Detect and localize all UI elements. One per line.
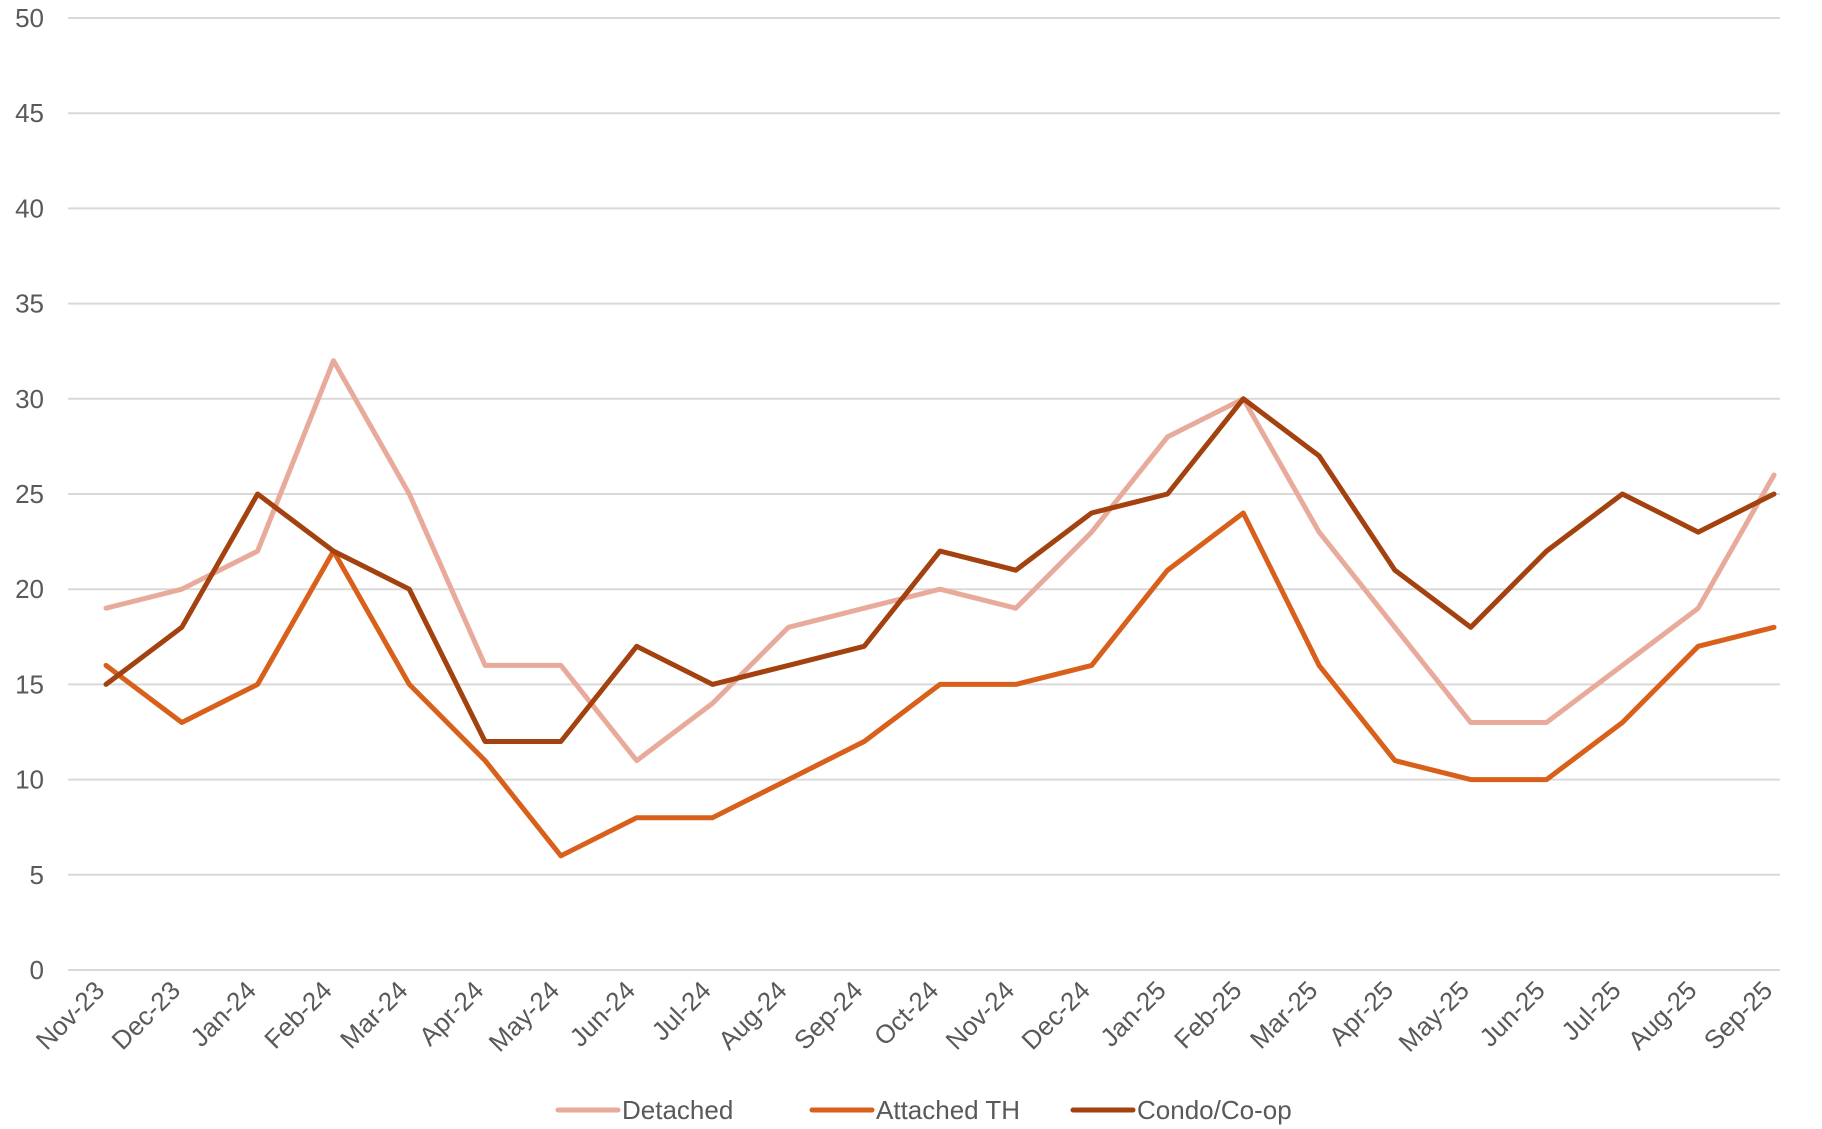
- y-tick-label: 10: [15, 765, 44, 795]
- legend-item: Attached TH: [809, 1095, 1020, 1125]
- x-tick-label: Apr-25: [1323, 975, 1399, 1051]
- x-tick-label: Mar-24: [334, 975, 413, 1054]
- y-tick-label: 45: [15, 98, 44, 128]
- y-tick-label: 30: [15, 384, 44, 414]
- legend-item: Detached: [555, 1095, 733, 1125]
- legend: Detached Attached TH Condo/Co-op: [555, 1095, 1292, 1125]
- x-tick-label: Apr-24: [413, 975, 489, 1051]
- y-axis-ticks: 0 5 10 15 20 25 30 35 40 45 50: [15, 3, 44, 985]
- y-tick-label: 20: [15, 574, 44, 604]
- y-tick-label: 40: [15, 193, 44, 223]
- y-tick-label: 5: [30, 860, 44, 890]
- x-tick-label: Feb-24: [258, 975, 337, 1054]
- series-lines: [103, 358, 1777, 859]
- x-tick-label: Aug-25: [1622, 975, 1702, 1055]
- x-tick-label: Aug-24: [712, 975, 792, 1055]
- y-tick-label: 25: [15, 479, 44, 509]
- y-tick-label: 50: [15, 3, 44, 33]
- legend-item: Condo/Co-op: [1070, 1095, 1292, 1125]
- x-tick-label: Jan-25: [1094, 975, 1171, 1052]
- x-tick-label: Nov-24: [940, 975, 1020, 1055]
- x-tick-label: Jan-24: [184, 975, 261, 1052]
- legend-label: Detached: [622, 1095, 733, 1125]
- x-tick-label: Dec-23: [106, 975, 186, 1055]
- x-tick-label: Jul-25: [1555, 975, 1626, 1046]
- y-tick-label: 0: [30, 955, 44, 985]
- x-tick-label: Feb-25: [1168, 975, 1247, 1054]
- legend-label: Condo/Co-op: [1137, 1095, 1292, 1125]
- x-tick-label: May-24: [483, 975, 566, 1058]
- x-tick-label: Dec-24: [1015, 975, 1095, 1055]
- series-line-condo-co-op: [103, 396, 1777, 744]
- x-tick-label: Mar-25: [1244, 975, 1323, 1054]
- legend-label: Attached TH: [876, 1095, 1020, 1125]
- x-tick-label: May-25: [1392, 975, 1475, 1058]
- y-tick-label: 15: [15, 669, 44, 699]
- gridlines: [68, 17, 1780, 971]
- y-tick-label: 35: [15, 289, 44, 319]
- x-tick-label: Sep-24: [788, 975, 868, 1055]
- x-tick-label: Jun-25: [1473, 975, 1550, 1052]
- x-tick-label: Sep-25: [1698, 975, 1778, 1055]
- x-tick-label: Jul-24: [645, 975, 716, 1046]
- x-tick-label: Nov-23: [30, 975, 110, 1055]
- x-tick-label: Jun-24: [564, 975, 641, 1052]
- x-tick-label: Oct-24: [868, 975, 944, 1051]
